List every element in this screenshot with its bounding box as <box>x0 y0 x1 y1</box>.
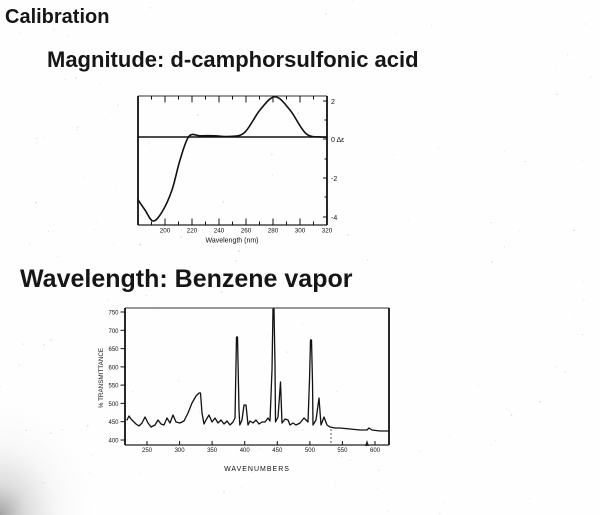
svg-text:350: 350 <box>207 448 218 454</box>
svg-text:600: 600 <box>370 448 381 454</box>
svg-text:450: 450 <box>108 420 119 426</box>
svg-text:650: 650 <box>108 347 119 353</box>
svg-text:700: 700 <box>108 329 119 335</box>
svg-text:% TRANSMITTANCE: % TRANSMITTANCE <box>98 348 105 408</box>
svg-text:400: 400 <box>240 448 251 454</box>
svg-text:450: 450 <box>272 448 283 454</box>
svg-text:WAVENUMBERS: WAVENUMBERS <box>224 466 290 473</box>
svg-text:550: 550 <box>337 448 348 454</box>
svg-text:750: 750 <box>108 311 119 317</box>
svg-text:600: 600 <box>108 365 119 371</box>
svg-text:550: 550 <box>108 384 119 390</box>
svg-text:250: 250 <box>142 448 153 454</box>
svg-text:500: 500 <box>108 402 119 408</box>
svg-text:500: 500 <box>305 448 316 454</box>
svg-text:400: 400 <box>108 439 119 445</box>
svg-text:300: 300 <box>175 448 186 454</box>
